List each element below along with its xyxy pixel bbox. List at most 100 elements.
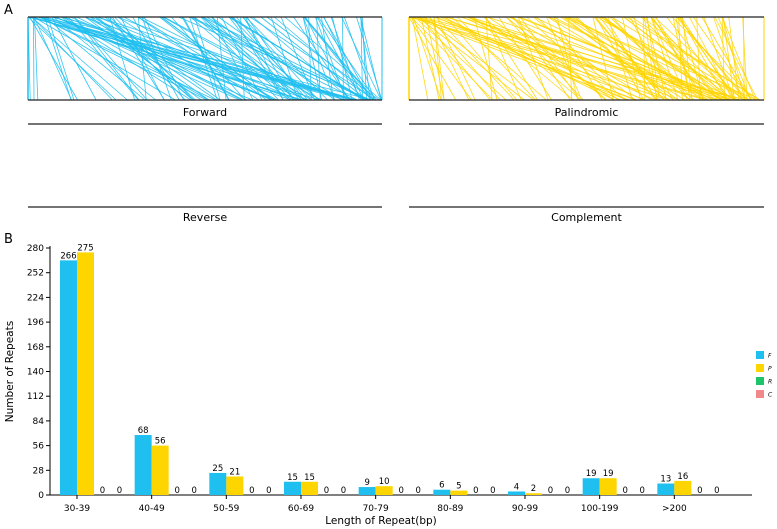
- repeat-link: [633, 16, 659, 101]
- repeat-link: [600, 16, 728, 101]
- bar-value-label: 0: [548, 486, 553, 496]
- repeat-link: [132, 16, 180, 101]
- repeat-link: [28, 16, 347, 101]
- repeat-link: [611, 16, 690, 101]
- y-tick-label: 0: [38, 491, 44, 501]
- repeat-link: [604, 16, 657, 101]
- repeat-link: [201, 16, 297, 101]
- repeat-link: [666, 16, 732, 101]
- repeat-link: [425, 16, 445, 101]
- repeat-link: [201, 16, 306, 101]
- track-palindromic: Palindromic: [408, 16, 765, 125]
- repeat-link: [159, 16, 267, 101]
- repeat-link: [487, 16, 615, 101]
- repeat-link: [317, 16, 377, 101]
- repeat-link: [218, 16, 336, 101]
- repeat-link: [410, 16, 494, 101]
- bar-value-label: 5: [456, 482, 461, 492]
- repeat-links: [27, 16, 383, 101]
- bar-p: [599, 478, 617, 495]
- repeat-link: [533, 16, 707, 101]
- repeat-link: [316, 16, 362, 101]
- repeat-link: [293, 16, 351, 101]
- y-tick-label: 280: [27, 244, 44, 254]
- repeat-link: [592, 16, 614, 101]
- repeat-link: [252, 16, 352, 101]
- repeat-link: [39, 16, 216, 101]
- x-axis-title: Length of Repeat(bp): [325, 515, 437, 527]
- bar-f: [433, 489, 451, 495]
- repeat-link: [556, 16, 579, 101]
- y-tick-label: 196: [27, 318, 44, 328]
- repeat-link: [435, 16, 515, 101]
- repeat-link: [722, 16, 735, 101]
- repeat-link: [44, 16, 146, 101]
- repeat-link: [517, 16, 732, 101]
- repeat-link: [416, 16, 637, 101]
- x-tick-label: 100-199: [581, 504, 619, 514]
- repeat-link: [417, 16, 525, 101]
- repeat-link: [679, 16, 728, 101]
- repeat-link: [609, 16, 695, 101]
- legend-label: R: [768, 379, 772, 386]
- legend-swatch-f: [756, 351, 764, 359]
- repeat-link: [717, 16, 751, 101]
- y-axis-title: Number of Repeats: [4, 321, 16, 422]
- repeat-link: [228, 16, 295, 101]
- repeat-link: [642, 16, 744, 101]
- category-group: 13 16 0 0 >200: [657, 472, 720, 514]
- repeat-link: [563, 16, 675, 101]
- repeat-link: [194, 16, 221, 101]
- repeat-link: [414, 16, 507, 101]
- repeat-link: [722, 16, 756, 101]
- legend-swatch-c: [756, 390, 764, 398]
- repeat-link: [230, 16, 365, 101]
- bar-value-label: 2: [531, 484, 536, 494]
- bar-value-label: 275: [77, 243, 93, 253]
- bar-f: [284, 481, 301, 495]
- bar-p: [375, 486, 393, 495]
- bar-f: [657, 483, 675, 495]
- repeat-link: [189, 16, 358, 101]
- repeat-link: [47, 16, 75, 101]
- repeat-link: [163, 16, 322, 101]
- repeat-link: [420, 16, 440, 101]
- repeat-link: [462, 16, 644, 101]
- repeat-link: [38, 16, 208, 101]
- bar-value-label: 9: [364, 478, 369, 488]
- bar-p: [525, 493, 542, 495]
- bar-value-label: 0: [565, 486, 570, 496]
- bar-f: [209, 472, 227, 495]
- y-tick-label: 168: [27, 343, 44, 353]
- x-tick-label: 30-39: [64, 504, 90, 514]
- track-forward: Forward: [27, 16, 383, 125]
- bar-p: [226, 476, 244, 495]
- y-tick-label: 56: [33, 442, 45, 452]
- repeat-link: [443, 16, 615, 101]
- legend-label: F: [768, 353, 772, 360]
- repeat-link: [53, 16, 157, 101]
- bar-value-label: 266: [60, 251, 76, 261]
- y-tick-label: 252: [27, 269, 44, 279]
- bar-value-label: 0: [714, 486, 719, 496]
- x-tick-label: 80-89: [437, 504, 463, 514]
- repeat-link: [467, 16, 656, 101]
- repeat-link: [245, 16, 328, 101]
- repeat-link: [603, 16, 723, 101]
- repeat-link: [511, 16, 607, 101]
- category-group: 68 56 0 0 40-49: [134, 426, 197, 514]
- repeat-link: [162, 16, 312, 101]
- bar-value-label: 15: [304, 473, 315, 483]
- repeat-link: [413, 16, 442, 101]
- x-tick-label: 50-59: [213, 504, 239, 514]
- category-group: 4 2 0 0 90-99: [508, 482, 570, 514]
- repeat-link: [671, 16, 755, 101]
- bar-value-label: 0: [266, 486, 271, 496]
- legend-label: P: [768, 366, 772, 373]
- bar-value-label: 0: [100, 486, 105, 496]
- repeat-link: [323, 16, 365, 101]
- repeat-link: [678, 16, 683, 101]
- repeat-link: [109, 16, 136, 101]
- repeat-link: [361, 16, 368, 101]
- repeat-link: [210, 16, 292, 101]
